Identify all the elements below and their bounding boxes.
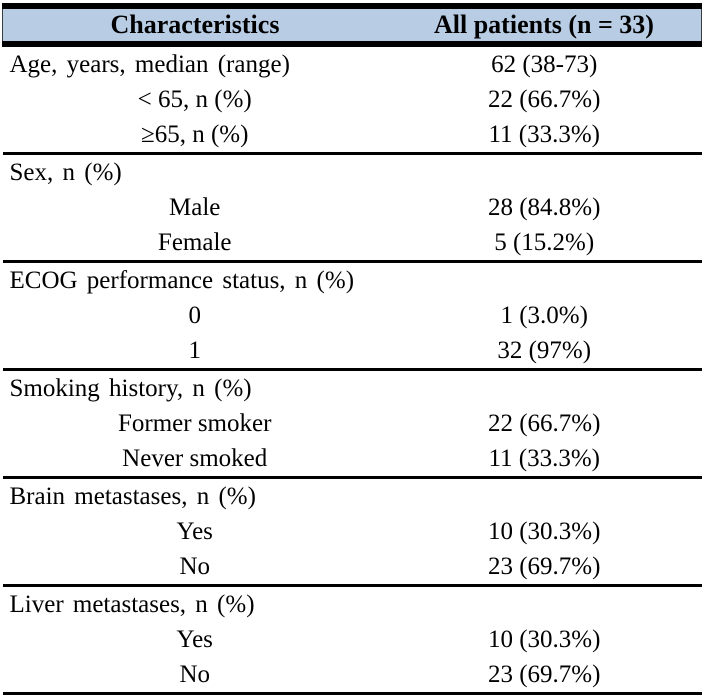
- sub-item-label: ≥65, n (%): [140, 120, 249, 148]
- category-label: Sex, n (%): [2, 152, 387, 190]
- value-cell: 10 (30.3%): [487, 517, 601, 545]
- header-row: Characteristics All patients (n = 33): [1, 6, 702, 47]
- table-header: Characteristics All patients (n = 33): [1, 6, 702, 47]
- category-label: Liver metastases, n (%): [2, 584, 387, 622]
- value-cell: 1 (3.0%): [500, 301, 588, 329]
- sub-item-row: Former smoker 22 (66.7%): [3, 406, 702, 441]
- category-row: Smoking history, n (%): [2, 368, 702, 406]
- value-cell: 62 (38-73): [386, 42, 702, 82]
- value-cell: 11 (33.3%): [488, 444, 600, 472]
- value-cell: [386, 476, 702, 514]
- sub-item-label: No: [179, 552, 210, 580]
- sub-item-label: < 65, n (%): [137, 85, 252, 113]
- sub-item-row: ≥65, n (%) 11 (33.3%): [3, 117, 702, 154]
- category-label: Smoking history, n (%): [2, 368, 387, 406]
- value-cell: 23 (69.7%): [487, 552, 601, 580]
- category-row: Sex, n (%): [2, 152, 702, 190]
- category-label: ECOG performance status, n (%): [2, 260, 387, 298]
- sub-item-label: Yes: [176, 625, 213, 653]
- sub-item-label: 0: [188, 301, 201, 329]
- sub-item-label: Yes: [176, 517, 213, 545]
- value-cell: 5 (15.2%): [494, 228, 595, 256]
- sub-item-row: 1 32 (97%): [3, 333, 702, 370]
- category-row: Age, years, median (range) 62 (38-73): [2, 42, 702, 82]
- value-cell: 11 (33.3%): [488, 120, 600, 148]
- value-cell: [386, 368, 702, 406]
- sub-item-label: Former smoker: [117, 409, 272, 437]
- category-label: Brain metastases, n (%): [2, 476, 387, 514]
- sub-item-row: Yes 10 (30.3%): [3, 514, 702, 549]
- sub-item-label: Male: [169, 193, 221, 221]
- category-label: Age, years, median (range): [2, 42, 387, 82]
- sub-item-row: Female 5 (15.2%): [3, 225, 702, 262]
- sub-item-label: 1: [188, 336, 201, 364]
- value-cell: [386, 584, 702, 622]
- value-cell: 22 (66.7%): [487, 409, 601, 437]
- category-row: Brain metastases, n (%): [2, 476, 702, 514]
- category-row: Liver metastases, n (%): [2, 584, 702, 622]
- table-body: Age, years, median (range) 62 (38-73) < 65…: [2, 42, 702, 694]
- sub-item-label: Female: [157, 228, 232, 256]
- sub-item-row: < 65, n (%) 22 (66.7%): [3, 82, 702, 117]
- column-header-characteristics: Characteristics: [1, 6, 387, 47]
- sub-item-row: No 23 (69.7%): [3, 549, 702, 586]
- sub-item-row: Yes 10 (30.3%): [3, 622, 702, 657]
- value-cell: 28 (84.8%): [487, 193, 601, 221]
- category-row: ECOG performance status, n (%): [2, 260, 702, 298]
- sub-item-row: Never smoked 11 (33.3%): [3, 441, 702, 478]
- value-cell: 10 (30.3%): [487, 625, 601, 653]
- value-cell: 23 (69.7%): [487, 660, 601, 688]
- value-cell: 22 (66.7%): [487, 85, 601, 113]
- patient-characteristics-table: Characteristics All patients (n = 33) Ag…: [1, 3, 702, 695]
- column-header-all-patients: All patients (n = 33): [386, 6, 702, 47]
- value-cell: [386, 260, 702, 298]
- sub-item-label: No: [179, 660, 210, 688]
- value-cell: 32 (97%): [497, 336, 592, 364]
- value-cell: [386, 152, 702, 190]
- sub-item-label: Never smoked: [122, 444, 268, 472]
- sub-item-row: Male 28 (84.8%): [3, 190, 702, 225]
- sub-item-row: No 23 (69.7%): [3, 657, 702, 694]
- sub-item-row: 0 1 (3.0%): [3, 298, 702, 333]
